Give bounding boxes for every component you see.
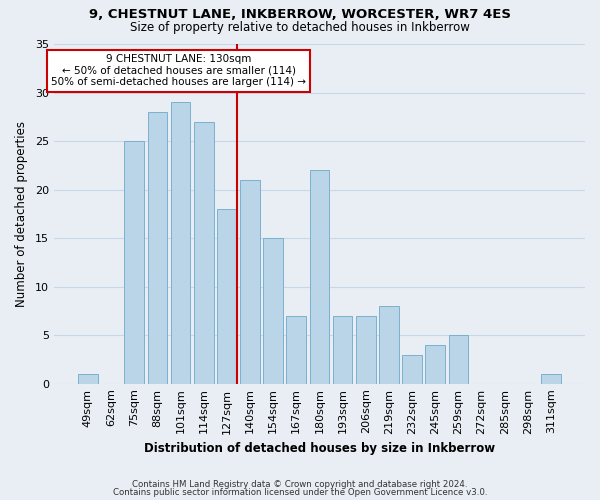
Bar xyxy=(194,122,214,384)
Y-axis label: Number of detached properties: Number of detached properties xyxy=(15,121,28,307)
Bar xyxy=(449,335,468,384)
Bar xyxy=(240,180,260,384)
Text: 9, CHESTNUT LANE, INKBERROW, WORCESTER, WR7 4ES: 9, CHESTNUT LANE, INKBERROW, WORCESTER, … xyxy=(89,8,511,20)
Bar xyxy=(170,102,190,384)
Bar xyxy=(425,345,445,384)
Text: 9 CHESTNUT LANE: 130sqm
← 50% of detached houses are smaller (114)
50% of semi-d: 9 CHESTNUT LANE: 130sqm ← 50% of detache… xyxy=(51,54,306,88)
Bar xyxy=(78,374,98,384)
X-axis label: Distribution of detached houses by size in Inkberrow: Distribution of detached houses by size … xyxy=(144,442,495,455)
Bar xyxy=(402,354,422,384)
Bar xyxy=(217,209,236,384)
Bar xyxy=(333,316,352,384)
Bar xyxy=(263,238,283,384)
Bar xyxy=(379,306,399,384)
Text: Contains HM Land Registry data © Crown copyright and database right 2024.: Contains HM Land Registry data © Crown c… xyxy=(132,480,468,489)
Bar xyxy=(356,316,376,384)
Bar xyxy=(310,170,329,384)
Bar xyxy=(124,141,144,384)
Bar xyxy=(148,112,167,384)
Text: Contains public sector information licensed under the Open Government Licence v3: Contains public sector information licen… xyxy=(113,488,487,497)
Bar xyxy=(541,374,561,384)
Bar xyxy=(286,316,306,384)
Text: Size of property relative to detached houses in Inkberrow: Size of property relative to detached ho… xyxy=(130,21,470,34)
